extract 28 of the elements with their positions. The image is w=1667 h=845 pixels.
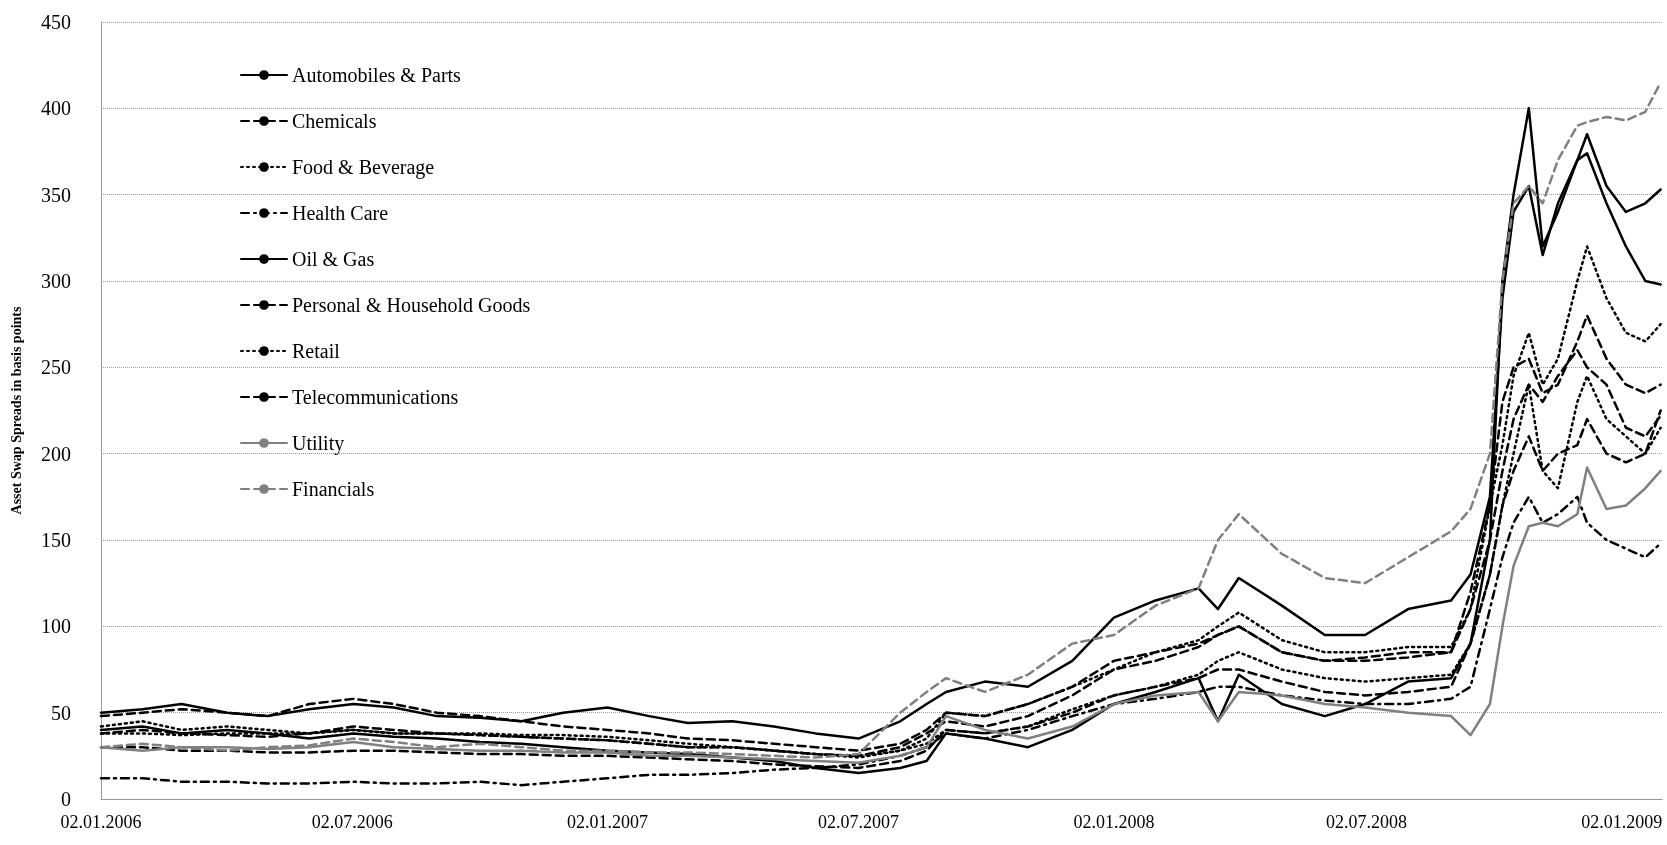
- y-tick-label: 200: [41, 442, 71, 465]
- x-tick-label: 02.07.2006: [311, 812, 393, 832]
- legend-label: Financials: [292, 478, 375, 500]
- y-tick-label: 150: [41, 529, 71, 551]
- legend-label: Oil & Gas: [292, 248, 375, 270]
- legend-label: Health Care: [292, 202, 389, 224]
- y-tick-label: 350: [41, 183, 71, 206]
- x-tick-label: 02.07.2007: [818, 812, 900, 832]
- y-tick-label: 0: [61, 788, 71, 810]
- y-tick-label: 100: [41, 615, 71, 638]
- legend-label: Retail: [292, 340, 341, 362]
- x-tick-label: 02.07.2008: [1325, 812, 1407, 832]
- x-tick-label: 02.01.2008: [1073, 812, 1155, 832]
- x-tick-label: 02.01.2007: [566, 812, 648, 832]
- y-tick-label: 250: [41, 356, 71, 379]
- legend-label: Chemicals: [292, 110, 377, 132]
- y-axis-title: Asset Swap Spreads in basis points: [8, 306, 24, 515]
- y-tick-label: 50: [51, 701, 71, 724]
- y-tick-label: 300: [41, 270, 71, 292]
- y-tick-label: 450: [41, 11, 71, 33]
- legend-label: Food & Beverage: [292, 156, 435, 179]
- legend-label: Telecommunications: [292, 386, 459, 408]
- legend-label: Utility: [292, 432, 345, 455]
- legend-label: Personal & Household Goods: [292, 294, 531, 316]
- x-tick-label: 02.01.2009: [1581, 812, 1663, 832]
- y-tick-label: 400: [41, 97, 71, 120]
- x-tick-label: 02.01.2006: [60, 812, 142, 832]
- legend-label: Automobiles & Parts: [292, 64, 462, 86]
